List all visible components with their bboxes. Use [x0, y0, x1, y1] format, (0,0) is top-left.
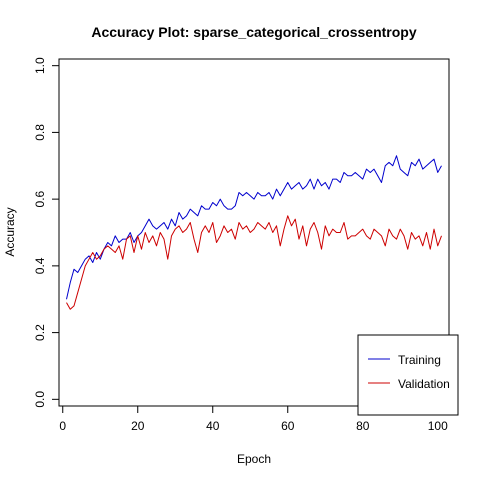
series-line-training [66, 155, 442, 300]
y-tick-label: 0.8 [33, 124, 47, 141]
y-axis-label: Accuracy [3, 207, 17, 256]
x-tick-label: 100 [428, 419, 448, 433]
series-layer [66, 155, 442, 310]
x-tick-label: 40 [206, 419, 220, 433]
plot-frame [58, 58, 450, 407]
y-tick-label: 0.6 [33, 190, 47, 207]
y-tick-label: 0.4 [33, 257, 47, 274]
series-line-validation [66, 215, 442, 310]
legend: Training Validation [357, 334, 459, 416]
y-tick-label: 0.0 [33, 391, 47, 408]
x-axis-label: Epoch [237, 452, 271, 466]
y-axis: 0.0 0.2 0.4 0.6 0.8 1.0 [33, 57, 59, 408]
x-tick-label: 60 [281, 419, 295, 433]
y-tick-label: 0.2 [33, 324, 47, 341]
legend-box [357, 334, 459, 416]
legend-label-validation: Validation [398, 377, 450, 391]
x-tick-label: 20 [131, 419, 145, 433]
x-tick-label: 80 [356, 419, 370, 433]
x-tick-label: 0 [59, 419, 66, 433]
legend-label-training: Training [398, 353, 441, 367]
y-tick-label: 1.0 [33, 57, 47, 74]
chart-title: Accuracy Plot: sparse_categorical_crosse… [91, 24, 416, 40]
